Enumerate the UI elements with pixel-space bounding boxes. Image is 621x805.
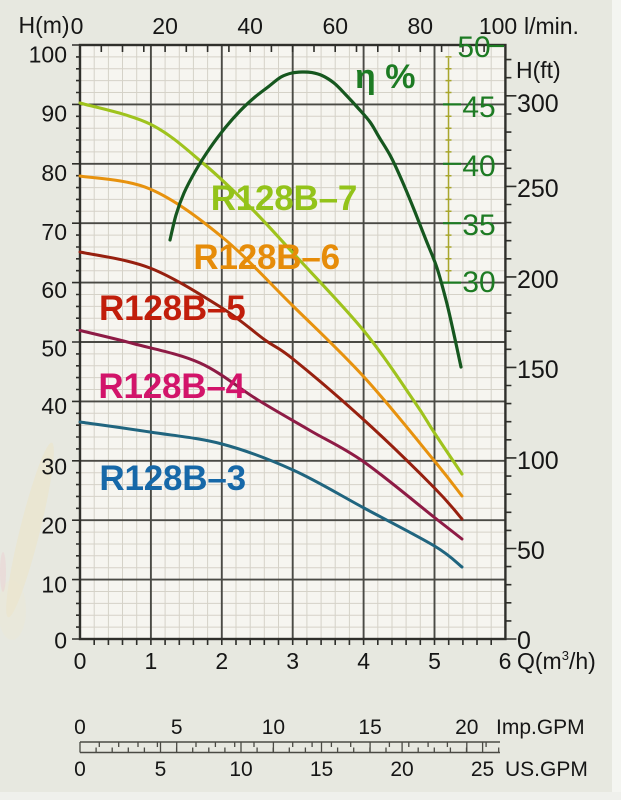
svg-text:1: 1 — [145, 648, 158, 674]
svg-text:20: 20 — [390, 758, 413, 781]
svg-text:20: 20 — [41, 513, 67, 539]
svg-text:30: 30 — [462, 266, 495, 299]
svg-text:35: 35 — [462, 209, 495, 242]
svg-text:Q(m3/h): Q(m3/h) — [517, 648, 596, 674]
svg-text:η %: η % — [355, 58, 415, 96]
svg-text:5: 5 — [428, 648, 441, 674]
svg-text:R128B–6: R128B–6 — [193, 238, 339, 277]
svg-text:H(ft): H(ft) — [516, 57, 561, 83]
svg-text:300: 300 — [517, 90, 559, 118]
svg-text:10: 10 — [229, 758, 252, 781]
svg-text:20: 20 — [152, 13, 178, 39]
svg-text:30: 30 — [41, 453, 67, 479]
svg-text:45: 45 — [462, 91, 495, 124]
svg-text:6: 6 — [499, 648, 512, 674]
svg-text:0: 0 — [74, 648, 87, 674]
svg-text:2: 2 — [215, 648, 228, 674]
svg-text:R128B–3: R128B–3 — [99, 459, 245, 498]
svg-text:10: 10 — [262, 716, 285, 739]
svg-text:40: 40 — [237, 13, 263, 39]
svg-text:40: 40 — [41, 393, 67, 419]
svg-text:l/min.: l/min. — [524, 13, 579, 39]
svg-text:80: 80 — [408, 13, 434, 39]
svg-text:80: 80 — [41, 160, 67, 186]
svg-text:90: 90 — [41, 101, 67, 127]
svg-text:100: 100 — [29, 42, 67, 68]
svg-text:40: 40 — [462, 150, 495, 183]
svg-text:100: 100 — [479, 13, 517, 39]
svg-text:0: 0 — [517, 627, 531, 655]
svg-text:250: 250 — [517, 175, 559, 203]
svg-text:10: 10 — [41, 572, 67, 598]
svg-text:0: 0 — [74, 716, 86, 739]
svg-text:0: 0 — [74, 758, 86, 781]
svg-text:20: 20 — [455, 716, 478, 739]
svg-text:3: 3 — [286, 648, 299, 674]
svg-text:70: 70 — [41, 219, 67, 245]
svg-text:R128B–4: R128B–4 — [98, 367, 245, 406]
svg-text:15: 15 — [358, 716, 381, 739]
svg-text:R128B–7: R128B–7 — [211, 179, 357, 218]
svg-text:US.GPM: US.GPM — [505, 758, 588, 781]
svg-text:50: 50 — [41, 336, 67, 362]
svg-text:4: 4 — [357, 648, 370, 674]
svg-text:60: 60 — [41, 277, 67, 303]
svg-text:0: 0 — [54, 628, 67, 654]
svg-text:150: 150 — [517, 356, 559, 384]
svg-text:100: 100 — [517, 447, 559, 475]
svg-text:15: 15 — [310, 758, 333, 781]
svg-text:50: 50 — [457, 31, 490, 64]
svg-text:5: 5 — [171, 716, 183, 739]
svg-text:50: 50 — [517, 537, 545, 565]
svg-text:5: 5 — [155, 758, 167, 781]
svg-text:H(m): H(m) — [18, 12, 69, 38]
svg-text:60: 60 — [322, 13, 348, 39]
svg-text:R128B–5: R128B–5 — [99, 289, 245, 328]
svg-text:200: 200 — [517, 266, 559, 294]
svg-text:25: 25 — [471, 758, 494, 781]
svg-text:Imp.GPM: Imp.GPM — [496, 716, 585, 739]
svg-text:0: 0 — [71, 13, 84, 39]
